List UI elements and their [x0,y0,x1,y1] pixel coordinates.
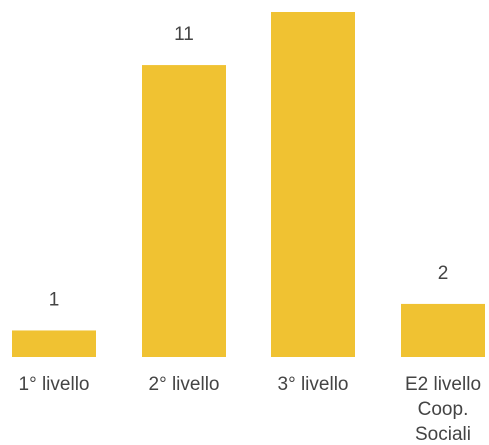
category-label-4-line-1: E2 livello [405,374,481,395]
bar-2 [142,65,226,358]
bar-3 [271,12,355,357]
value-label-1: 1 [49,289,60,310]
category-label-1: 1° livello [19,374,90,395]
category-label-4-line-3: Sociali [415,424,471,445]
bar-1 [12,330,96,357]
value-label-2: 11 [174,24,194,45]
value-label-4: 2 [438,263,449,284]
category-label-3: 3° livello [278,374,349,395]
category-label-4-line-2: Coop. [418,399,469,420]
category-label-2: 2° livello [149,374,220,395]
bars-group [12,12,485,358]
bar-4 [401,303,485,357]
category-labels-group: 1° livello 2° livello 3° livello E2 livello… [19,374,482,445]
